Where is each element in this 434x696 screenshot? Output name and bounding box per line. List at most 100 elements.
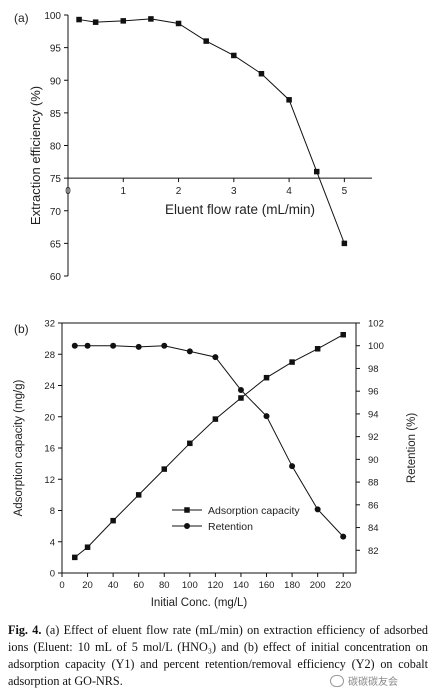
legend-label: Retention — [208, 521, 253, 533]
data-point-retention — [340, 533, 347, 540]
y2-tick-label: 96 — [368, 387, 379, 398]
x-tick-label: 80 — [159, 580, 170, 591]
x-tick-label: 0 — [65, 186, 71, 197]
y-tick-label: 80 — [50, 142, 62, 153]
y-axis-title: Extraction efficiency (%) — [28, 86, 43, 225]
y2-tick-label: 88 — [368, 478, 379, 489]
data-point-retention — [135, 343, 142, 350]
chart-b: (b) 0 4 8 12 16 20 24 28 32 82 84 86 88 90 92 94 96 98 100 1… — [13, 319, 418, 610]
series-line-1 — [74, 345, 344, 537]
data-point-retention — [237, 387, 244, 394]
data-point-capacity — [84, 544, 91, 550]
x-tick-label: 20 — [82, 580, 93, 591]
x-tick-label: 5 — [342, 186, 348, 197]
y-tick-label: 60 — [50, 272, 62, 283]
x-tick-label: 120 — [207, 580, 223, 591]
y2-tick-label: 90 — [368, 455, 379, 466]
data-point-capacity — [289, 359, 295, 365]
data-point-retention — [263, 413, 270, 420]
data-point — [92, 19, 99, 25]
series-line-0 — [74, 334, 344, 558]
data-point — [258, 70, 265, 77]
data-point-retention — [110, 342, 117, 349]
y-tick-label: 95 — [50, 44, 62, 55]
x-axis-title: Eluent flow rate (mL/min) — [165, 202, 315, 217]
y-tick-label: 100 — [44, 11, 61, 22]
y2-tick-label: 102 — [368, 319, 384, 330]
plot-frame — [61, 322, 357, 574]
watermark: 碳碳碳友会 — [330, 673, 398, 688]
data-point-retention — [186, 348, 193, 355]
data-point — [341, 240, 348, 247]
data-point-capacity — [314, 346, 321, 352]
x-tick-label: 140 — [233, 580, 249, 591]
y-tick-label: 32 — [44, 319, 55, 330]
data-point-capacity — [110, 517, 116, 524]
y-tick-label: 4 — [50, 537, 55, 548]
y-tick-label: 24 — [44, 381, 55, 392]
y-tick-label: 28 — [44, 350, 55, 361]
y2-axis-title: Retention (%) — [406, 413, 418, 483]
y-tick-label: 12 — [44, 475, 55, 486]
data-point — [231, 52, 237, 59]
data-point-retention — [212, 354, 219, 361]
data-point-retention — [289, 463, 296, 470]
x-tick-label: 40 — [108, 580, 119, 591]
y-axis-title: Adsorption capacity (mg/g) — [13, 379, 25, 516]
x-tick-label: 100 — [182, 580, 198, 591]
chart-a: (a) 60 65 70 75 80 85 90 95 100 0 1 2 3 4 5 Eluent flow … — [14, 11, 372, 283]
data-point — [175, 20, 182, 27]
x-tick-label: 60 — [133, 580, 144, 591]
data-point-retention — [314, 506, 321, 513]
x-tick-label: 2 — [176, 186, 182, 197]
y-tick-label: 65 — [50, 239, 62, 250]
y2-tick-label: 100 — [368, 341, 384, 352]
y-tick-label: 90 — [50, 76, 62, 87]
data-point-capacity — [161, 466, 168, 472]
watermark-text: 碳碳碳友会 — [348, 677, 398, 688]
y2-tick-label: 94 — [368, 409, 379, 420]
data-point — [148, 16, 154, 22]
data-point — [120, 18, 127, 24]
caption-label: Fig. 4. — [8, 623, 42, 637]
y-tick-label: 75 — [50, 174, 62, 185]
data-point-retention — [84, 342, 91, 349]
legend-marker — [184, 523, 190, 529]
data-point — [76, 16, 82, 23]
x-tick-label: 3 — [231, 186, 237, 197]
legend-label: Adsorption capacity — [208, 505, 300, 517]
caption-text: (a) Effect of eluent flow rate (mL/min) … — [8, 623, 428, 688]
y-tick-label: 85 — [50, 109, 62, 120]
y2-tick-label: 98 — [368, 364, 379, 375]
panel-label: (b) — [14, 322, 29, 336]
x-axis-title: Initial Conc. (mg/L) — [151, 597, 248, 609]
x-tick-label: 200 — [310, 580, 326, 591]
y2-tick-label: 86 — [368, 500, 379, 511]
x-tick-label: 1 — [120, 186, 126, 197]
data-point — [313, 168, 320, 175]
y2-tick-label: 82 — [368, 546, 379, 557]
x-tick-label: 180 — [284, 580, 300, 591]
data-point-capacity — [238, 395, 244, 401]
data-point-capacity — [187, 440, 193, 447]
y-tick-label: 70 — [50, 207, 62, 218]
legend-marker — [184, 507, 190, 513]
data-point-capacity — [72, 554, 78, 561]
x-tick-label: 0 — [59, 580, 64, 591]
y-tick-label: 16 — [44, 444, 55, 455]
data-point — [203, 38, 209, 44]
data-point-capacity — [135, 492, 142, 498]
data-point-retention — [71, 342, 78, 349]
x-tick-label: 4 — [286, 186, 292, 197]
data-point-capacity — [263, 374, 270, 381]
panel-label: (a) — [14, 11, 29, 25]
data-point — [286, 97, 292, 103]
y2-tick-label: 84 — [368, 523, 379, 534]
x-tick-label: 220 — [335, 580, 351, 591]
y-tick-label: 8 — [50, 506, 55, 517]
data-point-capacity — [340, 331, 346, 338]
y-tick-label: 20 — [44, 412, 55, 423]
data-point-retention — [161, 342, 168, 349]
data-point-capacity — [212, 416, 219, 422]
wechat-icon — [330, 674, 344, 687]
